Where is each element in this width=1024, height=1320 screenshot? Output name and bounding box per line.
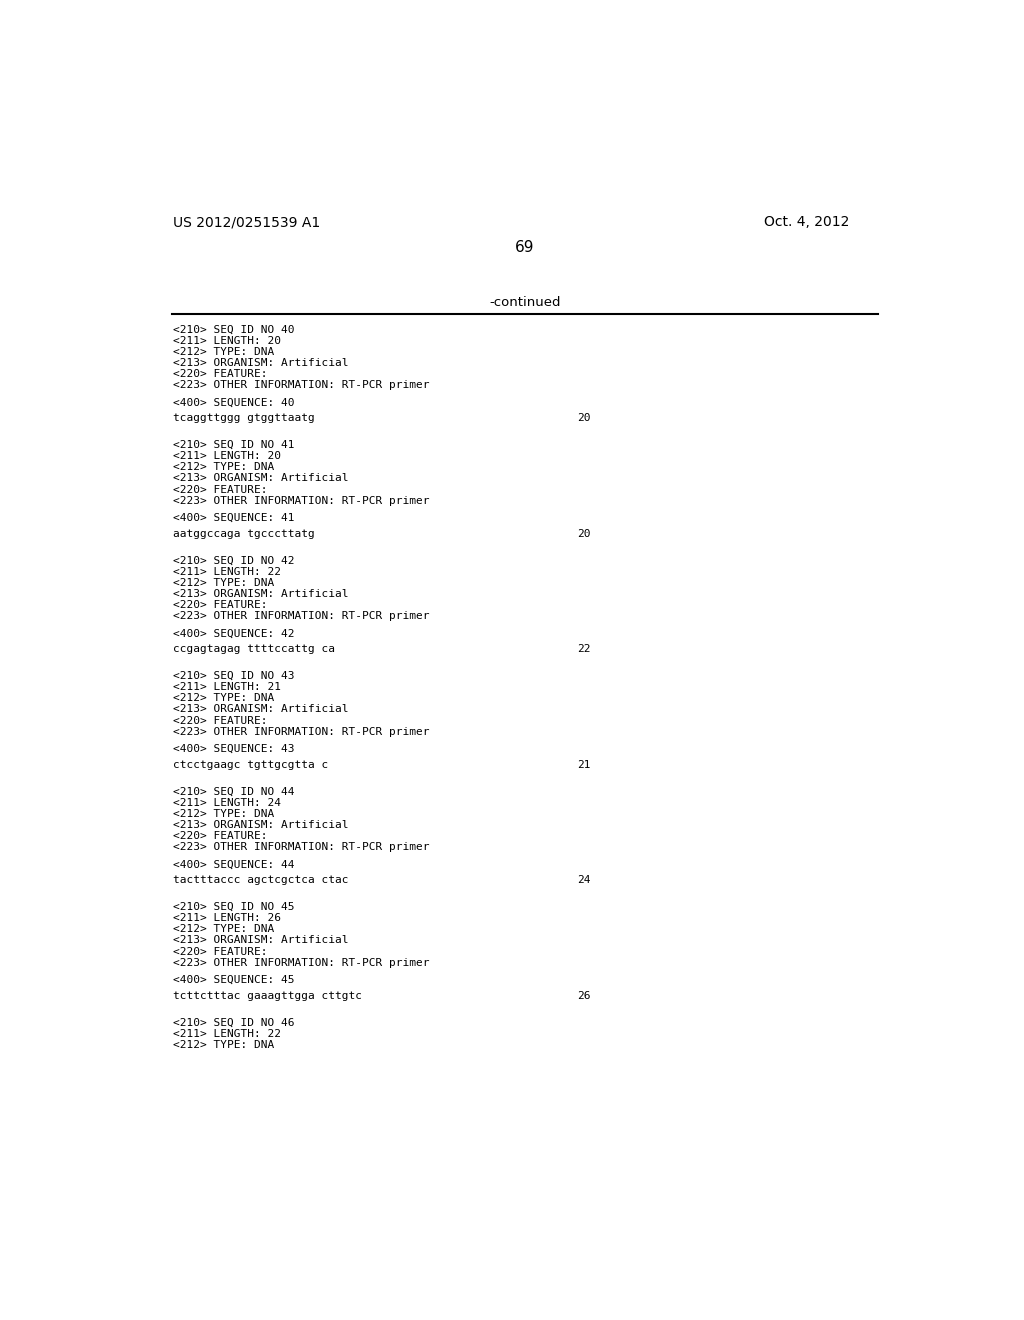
Text: aatggccaga tgcccttatg: aatggccaga tgcccttatg (173, 529, 314, 539)
Text: <212> TYPE: DNA: <212> TYPE: DNA (173, 347, 274, 356)
Text: <213> ORGANISM: Artificial: <213> ORGANISM: Artificial (173, 474, 348, 483)
Text: <211> LENGTH: 22: <211> LENGTH: 22 (173, 1028, 281, 1039)
Text: <400> SEQUENCE: 41: <400> SEQUENCE: 41 (173, 513, 295, 523)
Text: <223> OTHER INFORMATION: RT-PCR primer: <223> OTHER INFORMATION: RT-PCR primer (173, 496, 429, 506)
Text: <220> FEATURE:: <220> FEATURE: (173, 832, 267, 841)
Text: <213> ORGANISM: Artificial: <213> ORGANISM: Artificial (173, 358, 348, 368)
Text: <211> LENGTH: 22: <211> LENGTH: 22 (173, 566, 281, 577)
Text: <210> SEQ ID NO 44: <210> SEQ ID NO 44 (173, 787, 295, 796)
Text: <220> FEATURE:: <220> FEATURE: (173, 601, 267, 610)
Text: <212> TYPE: DNA: <212> TYPE: DNA (173, 578, 274, 587)
Text: <210> SEQ ID NO 45: <210> SEQ ID NO 45 (173, 902, 295, 912)
Text: <220> FEATURE:: <220> FEATURE: (173, 484, 267, 495)
Text: <223> OTHER INFORMATION: RT-PCR primer: <223> OTHER INFORMATION: RT-PCR primer (173, 380, 429, 391)
Text: <223> OTHER INFORMATION: RT-PCR primer: <223> OTHER INFORMATION: RT-PCR primer (173, 842, 429, 853)
Text: 69: 69 (515, 240, 535, 255)
Text: <213> ORGANISM: Artificial: <213> ORGANISM: Artificial (173, 589, 348, 599)
Text: ccgagtagag ttttccattg ca: ccgagtagag ttttccattg ca (173, 644, 335, 655)
Text: <213> ORGANISM: Artificial: <213> ORGANISM: Artificial (173, 936, 348, 945)
Text: 26: 26 (578, 991, 591, 1001)
Text: <211> LENGTH: 20: <211> LENGTH: 20 (173, 335, 281, 346)
Text: <400> SEQUENCE: 43: <400> SEQUENCE: 43 (173, 744, 295, 754)
Text: Oct. 4, 2012: Oct. 4, 2012 (764, 215, 849, 230)
Text: <400> SEQUENCE: 40: <400> SEQUENCE: 40 (173, 397, 295, 408)
Text: <211> LENGTH: 24: <211> LENGTH: 24 (173, 797, 281, 808)
Text: <212> TYPE: DNA: <212> TYPE: DNA (173, 693, 274, 704)
Text: 22: 22 (578, 644, 591, 655)
Text: <223> OTHER INFORMATION: RT-PCR primer: <223> OTHER INFORMATION: RT-PCR primer (173, 727, 429, 737)
Text: <210> SEQ ID NO 46: <210> SEQ ID NO 46 (173, 1018, 295, 1027)
Text: <210> SEQ ID NO 41: <210> SEQ ID NO 41 (173, 440, 295, 450)
Text: <220> FEATURE:: <220> FEATURE: (173, 946, 267, 957)
Text: -continued: -continued (489, 296, 560, 309)
Text: <220> FEATURE:: <220> FEATURE: (173, 370, 267, 379)
Text: <212> TYPE: DNA: <212> TYPE: DNA (173, 462, 274, 473)
Text: <210> SEQ ID NO 42: <210> SEQ ID NO 42 (173, 556, 295, 565)
Text: ctcctgaagc tgttgcgtta c: ctcctgaagc tgttgcgtta c (173, 760, 329, 770)
Text: <210> SEQ ID NO 43: <210> SEQ ID NO 43 (173, 671, 295, 681)
Text: <400> SEQUENCE: 42: <400> SEQUENCE: 42 (173, 628, 295, 639)
Text: <212> TYPE: DNA: <212> TYPE: DNA (173, 809, 274, 818)
Text: <223> OTHER INFORMATION: RT-PCR primer: <223> OTHER INFORMATION: RT-PCR primer (173, 611, 429, 622)
Text: <212> TYPE: DNA: <212> TYPE: DNA (173, 1040, 274, 1049)
Text: tcaggttggg gtggttaatg: tcaggttggg gtggttaatg (173, 413, 314, 424)
Text: <400> SEQUENCE: 45: <400> SEQUENCE: 45 (173, 975, 295, 985)
Text: tcttctttac gaaagttgga cttgtc: tcttctttac gaaagttgga cttgtc (173, 991, 361, 1001)
Text: <223> OTHER INFORMATION: RT-PCR primer: <223> OTHER INFORMATION: RT-PCR primer (173, 958, 429, 968)
Text: 24: 24 (578, 875, 591, 886)
Text: <211> LENGTH: 21: <211> LENGTH: 21 (173, 682, 281, 692)
Text: <400> SEQUENCE: 44: <400> SEQUENCE: 44 (173, 859, 295, 870)
Text: tactttaccc agctcgctca ctac: tactttaccc agctcgctca ctac (173, 875, 348, 886)
Text: <210> SEQ ID NO 40: <210> SEQ ID NO 40 (173, 325, 295, 334)
Text: 21: 21 (578, 760, 591, 770)
Text: <220> FEATURE:: <220> FEATURE: (173, 715, 267, 726)
Text: <213> ORGANISM: Artificial: <213> ORGANISM: Artificial (173, 820, 348, 830)
Text: 20: 20 (578, 413, 591, 424)
Text: <211> LENGTH: 20: <211> LENGTH: 20 (173, 451, 281, 461)
Text: US 2012/0251539 A1: US 2012/0251539 A1 (173, 215, 321, 230)
Text: <212> TYPE: DNA: <212> TYPE: DNA (173, 924, 274, 935)
Text: 20: 20 (578, 529, 591, 539)
Text: <213> ORGANISM: Artificial: <213> ORGANISM: Artificial (173, 705, 348, 714)
Text: <211> LENGTH: 26: <211> LENGTH: 26 (173, 913, 281, 923)
